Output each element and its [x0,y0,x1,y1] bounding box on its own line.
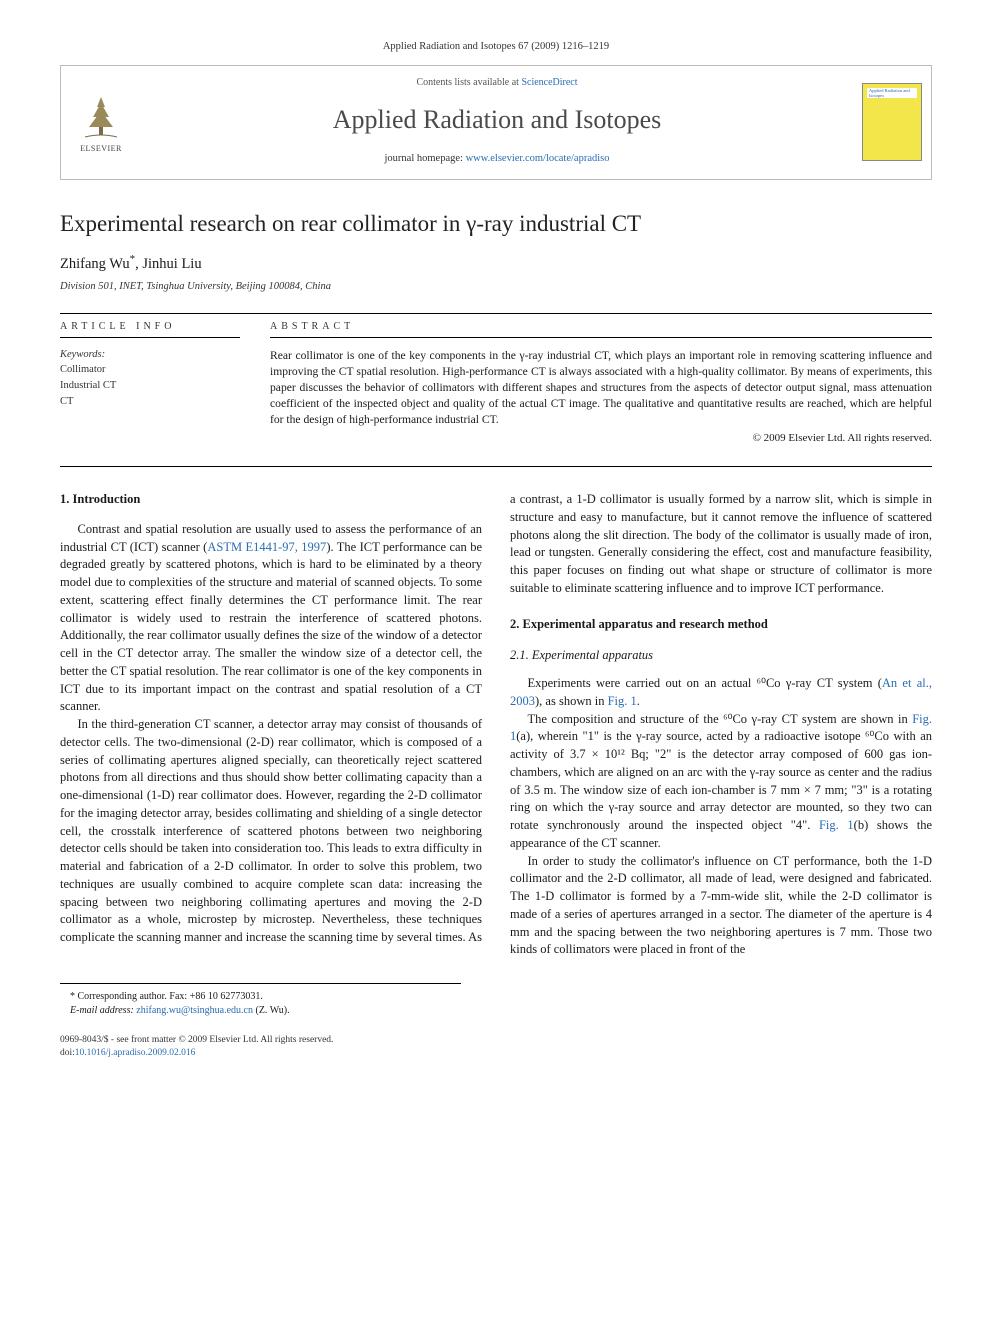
contents-prefix: Contents lists available at [416,77,521,88]
affiliation: Division 501, INET, Tsinghua University,… [60,280,932,295]
front-matter-line: 0969-8043/$ - see front matter © 2009 El… [60,1034,932,1061]
keyword-item: Collimator [60,363,240,378]
email-tail: (Z. Wu). [253,1005,290,1016]
rule-below-abstract [60,466,932,467]
body-two-column: 1. Introduction Contrast and spatial res… [60,491,932,959]
journal-masthead: ELSEVIER Contents lists available at Sci… [60,65,932,180]
doi-link[interactable]: 10.1016/j.apradiso.2009.02.016 [75,1048,196,1058]
abstract-column: ABSTRACT Rear collimator is one of the k… [270,320,932,446]
keyword-item: Industrial CT [60,379,240,394]
running-head: Applied Radiation and Isotopes 67 (2009)… [60,40,932,55]
journal-homepage-link[interactable]: www.elsevier.com/locate/apradiso [466,153,610,164]
publisher-name: ELSEVIER [80,143,122,154]
publisher-logo-box: ELSEVIER [61,66,141,179]
keywords-heading: Keywords: [60,348,240,363]
figure-link[interactable]: Fig. 1 [608,694,637,708]
body-paragraph: In order to study the collimator's influ… [510,853,932,960]
sciencedirect-link[interactable]: ScienceDirect [521,77,577,88]
journal-name: Applied Radiation and Isotopes [149,102,845,138]
elsevier-logo: ELSEVIER [73,90,129,154]
abstract-copyright: © 2009 Elsevier Ltd. All rights reserved… [270,431,932,446]
author-1: Zhifang Wu [60,256,130,272]
contents-available-line: Contents lists available at ScienceDirec… [149,76,845,90]
article-info-label: ARTICLE INFO [60,320,240,334]
journal-cover-thumb: Applied Radiation and Isotopes [862,83,922,161]
section-1-heading: 1. Introduction [60,491,482,509]
section-2-1-heading: 2.1. Experimental apparatus [510,647,932,665]
journal-homepage-line: journal homepage: www.elsevier.com/locat… [149,152,845,167]
abstract-label: ABSTRACT [270,320,932,334]
rule-above-info [60,313,932,314]
author-email-link[interactable]: zhifang.wu@tsinghua.edu.cn [136,1005,253,1016]
figure-link[interactable]: Fig. 1 [819,818,854,832]
keywords-list: Collimator Industrial CT CT [60,363,240,409]
body-paragraph: The composition and structure of the ⁶⁰C… [510,711,932,853]
email-label: E-mail address: [70,1005,136,1016]
cover-label: Applied Radiation and Isotopes [869,89,921,99]
authors-line: Zhifang Wu*, Jinhui Liu [60,252,932,274]
section-2-heading: 2. Experimental apparatus and research m… [510,616,932,634]
keyword-item: CT [60,395,240,410]
author-2: , Jinhui Liu [135,256,201,272]
body-paragraph: Experiments were carried out on an actua… [510,675,932,711]
corresponding-author-footnote: * Corresponding author. Fax: +86 10 6277… [60,990,461,1004]
citation-link[interactable]: ASTM E1441-97, 1997 [207,540,326,554]
article-title: Experimental research on rear collimator… [60,208,932,240]
body-paragraph: Contrast and spatial resolution are usua… [60,521,482,716]
abstract-text: Rear collimator is one of the key compon… [270,348,932,428]
journal-cover-box: Applied Radiation and Isotopes [853,66,931,179]
copyright-line: 0969-8043/$ - see front matter © 2009 El… [60,1034,932,1047]
homepage-prefix: journal homepage: [385,153,466,164]
email-footnote: E-mail address: zhifang.wu@tsinghua.edu.… [60,1004,461,1018]
article-info-column: ARTICLE INFO Keywords: Collimator Indust… [60,320,240,446]
footnote-block: * Corresponding author. Fax: +86 10 6277… [60,983,461,1018]
tree-icon [77,93,125,141]
doi-label: doi: [60,1048,75,1058]
